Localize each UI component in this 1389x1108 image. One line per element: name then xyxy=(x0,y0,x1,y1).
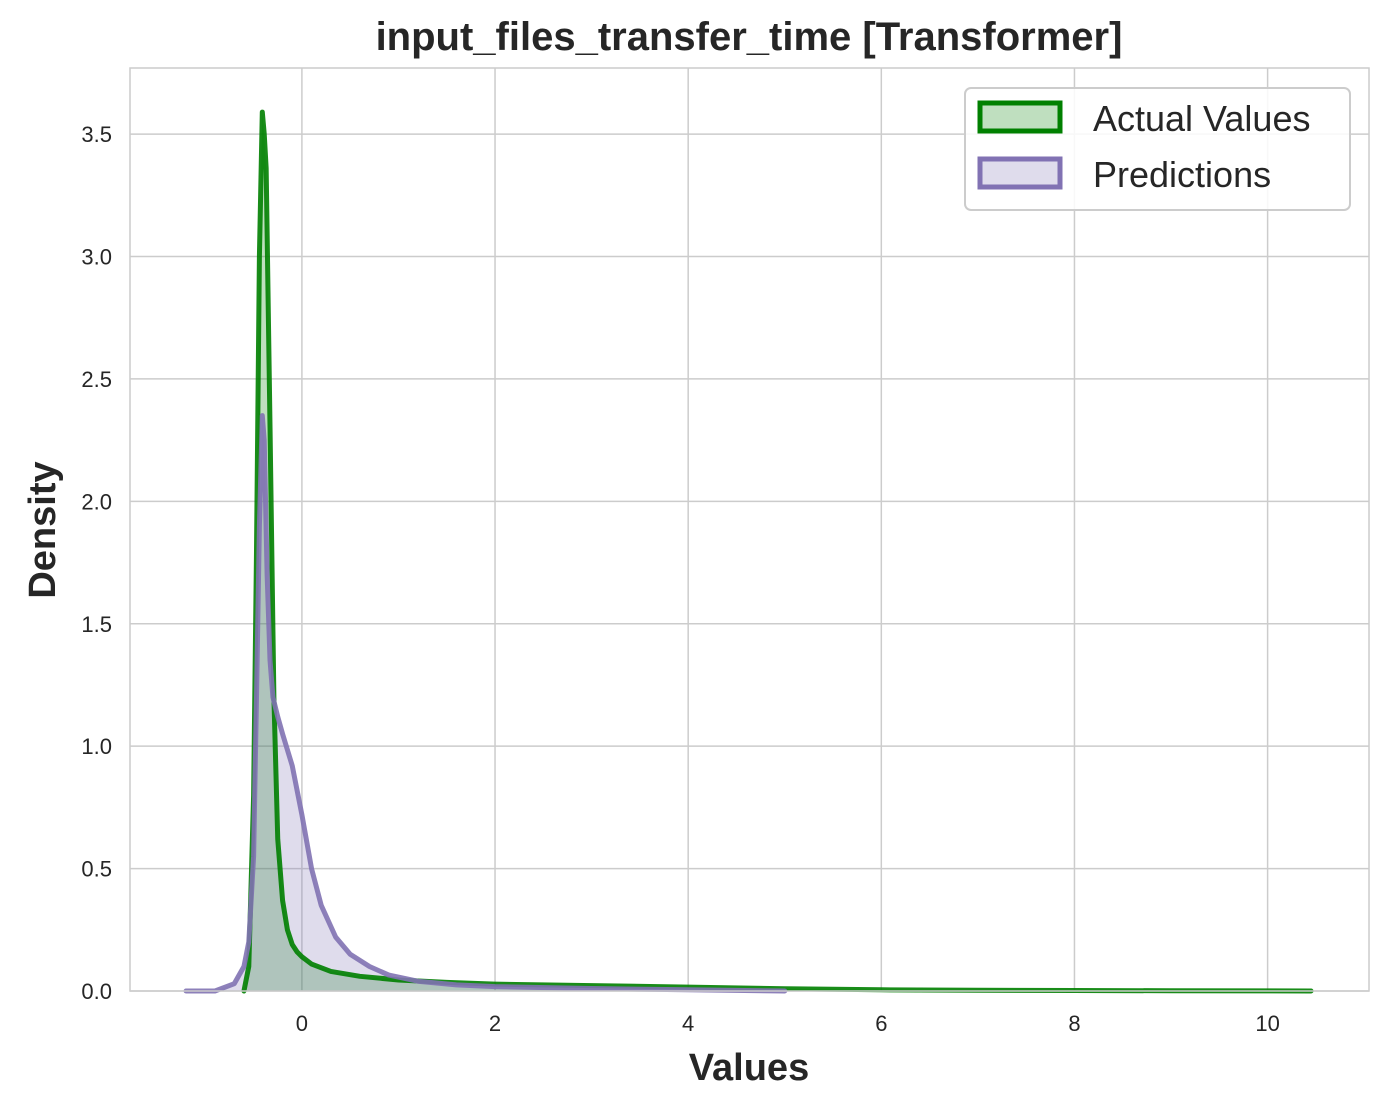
x-tick-label: 8 xyxy=(1068,1011,1080,1036)
x-tick-label: 2 xyxy=(489,1011,501,1036)
x-tick-label: 0 xyxy=(296,1011,308,1036)
x-tick-label: 4 xyxy=(682,1011,694,1036)
y-tick-label: 0.5 xyxy=(81,857,112,882)
y-tick-label: 2.5 xyxy=(81,367,112,392)
y-tick-label: 0.0 xyxy=(81,979,112,1004)
chart-title: input_files_transfer_time [Transformer] xyxy=(376,15,1123,59)
legend-swatch-actual-values xyxy=(977,100,1063,134)
x-tick-label: 6 xyxy=(875,1011,887,1036)
x-tick-labels: 0 2 4 6 8 10 xyxy=(296,1011,1280,1036)
line-predictions xyxy=(183,413,788,994)
y-tick-label: 1.5 xyxy=(81,612,112,637)
x-tick-label: 10 xyxy=(1255,1011,1279,1036)
grid-lines xyxy=(130,68,1369,992)
legend-label-predictions: Predictions xyxy=(1093,154,1271,195)
legend-label-actual-values: Actual Values xyxy=(1093,98,1310,139)
y-tick-label: 1.0 xyxy=(81,734,112,759)
y-axis-label: Density xyxy=(22,461,64,598)
plot-background xyxy=(130,68,1369,991)
x-axis-label: Values xyxy=(689,1047,809,1089)
y-tick-labels: 0.0 0.5 1.0 1.5 2.0 2.5 3.0 3.5 xyxy=(81,122,112,1004)
y-tick-label: 3.0 xyxy=(81,245,112,270)
legend-swatch-predictions xyxy=(977,156,1063,190)
series-lines xyxy=(183,109,1314,994)
y-tick-label: 2.0 xyxy=(81,489,112,514)
y-tick-label: 3.5 xyxy=(81,122,112,147)
legend: Actual Values Predictions xyxy=(964,87,1351,211)
line-actual-values xyxy=(241,109,1314,994)
plot-frame xyxy=(129,67,1370,992)
